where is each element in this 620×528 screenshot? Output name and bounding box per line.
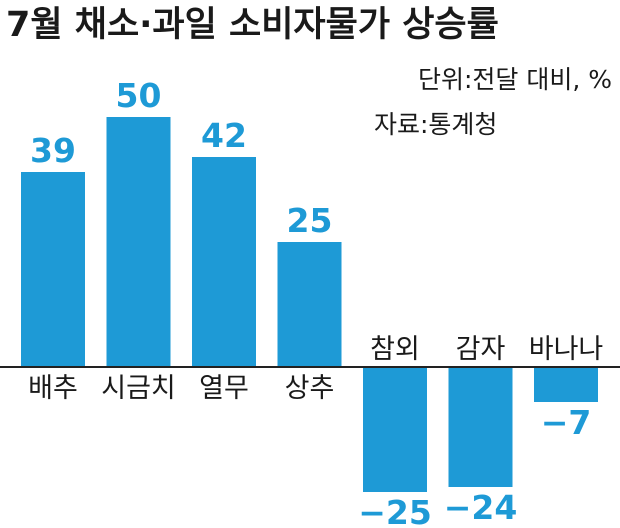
unit-note: 단위:전달 대비, % xyxy=(418,65,612,94)
bar-5 xyxy=(363,367,427,492)
category-label-5: 참외 xyxy=(370,334,420,365)
category-label-2: 시금치 xyxy=(101,373,176,404)
chart-title: 7월 채소·과일 소비자물가 상승률 xyxy=(6,5,499,45)
bar-1 xyxy=(21,172,85,367)
value-label-1: 39 xyxy=(30,131,76,170)
bar-7 xyxy=(534,367,598,402)
bar-6 xyxy=(448,367,513,487)
value-label-7: −7 xyxy=(541,403,592,442)
value-label-2: 50 xyxy=(116,76,162,115)
source-note: 자료:통계청 xyxy=(374,110,497,139)
bar-2 xyxy=(106,117,171,367)
bar-4 xyxy=(277,242,342,367)
value-label-3: 42 xyxy=(201,116,247,155)
bars-group xyxy=(21,117,598,492)
bar-3 xyxy=(192,157,256,367)
category-label-4: 상추 xyxy=(285,373,335,404)
value-label-6: −24 xyxy=(444,488,518,527)
value-label-4: 25 xyxy=(287,201,333,240)
category-label-1: 배추 xyxy=(28,373,78,404)
category-label-7: 바나나 xyxy=(529,334,604,365)
labels-group: 39 배추 50 시금치 42 열무 25 상추 −25 참외 −24 감자 −7 바나나 xyxy=(28,76,603,528)
category-label-3: 열무 xyxy=(199,373,249,404)
value-label-5: −25 xyxy=(358,493,432,528)
category-label-6: 감자 xyxy=(456,334,506,365)
